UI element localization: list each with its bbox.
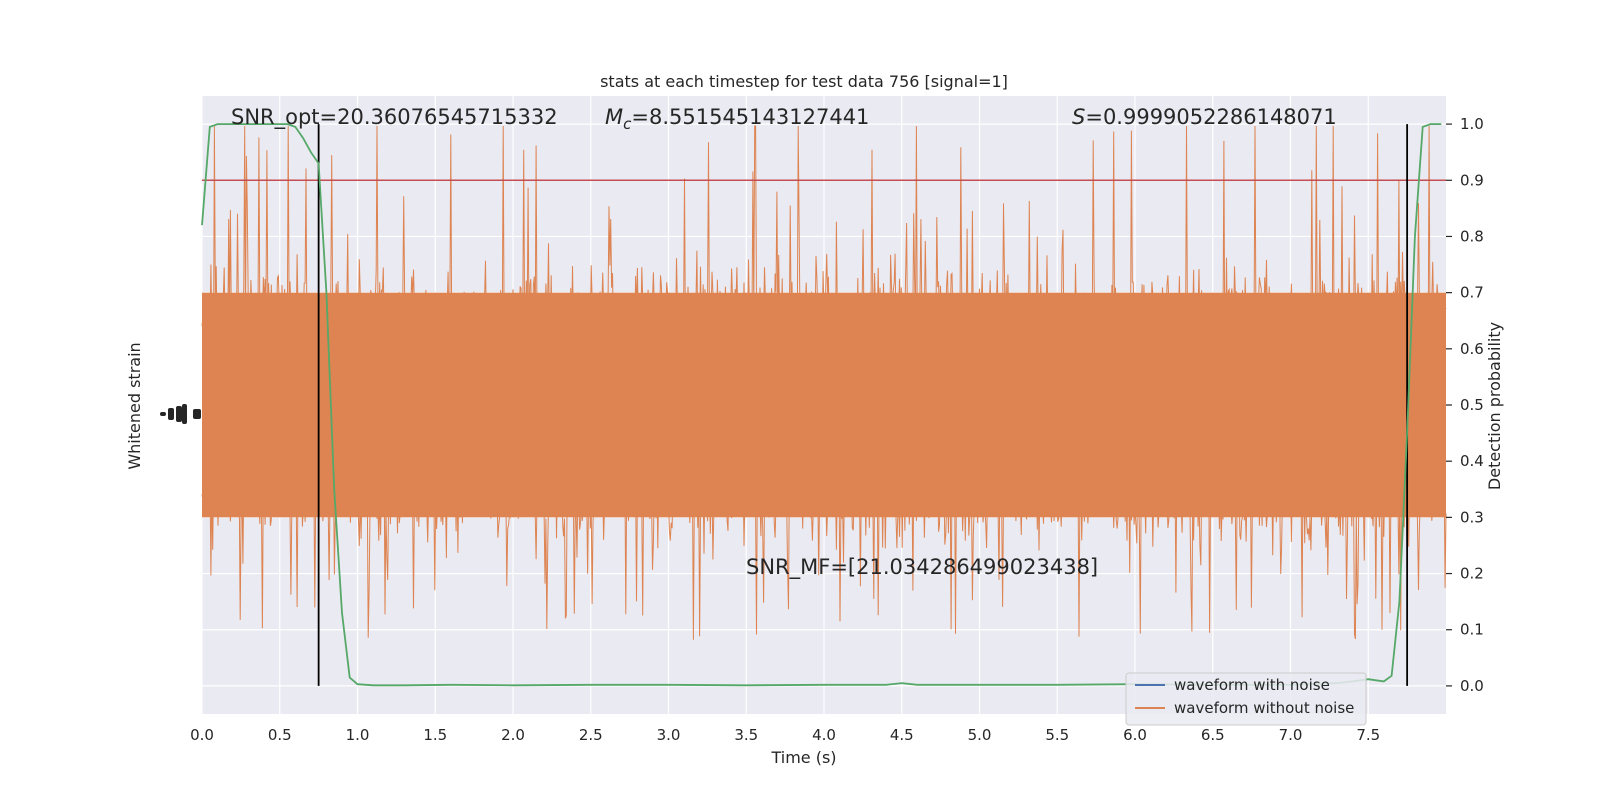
x-tick-label: 7.0: [1279, 726, 1303, 744]
y-tick-label: 0.2: [1460, 565, 1484, 583]
x-tick-label: 6.5: [1201, 726, 1225, 744]
left-tick-clutter-mark: [182, 404, 187, 424]
legend-label-with-noise: waveform with noise: [1174, 676, 1330, 694]
y-tick-label: 0.4: [1460, 452, 1484, 470]
snr-mf-annotation: SNR_MF=[21.034286499023438]: [746, 555, 1098, 580]
x-tick-label: 5.5: [1045, 726, 1069, 744]
x-axis-label: Time (s): [770, 748, 836, 767]
left-tick-clutter-mark: [176, 406, 182, 422]
chart-title: stats at each timestep for test data 756…: [600, 72, 1008, 91]
x-tick-label: 5.0: [968, 726, 992, 744]
detection-probability-line: [201, 123, 1442, 687]
left-y-axis-tick-clutter: [160, 404, 201, 424]
right-y-axis-label: Detection probability: [1485, 322, 1504, 490]
x-tick-label: 0.0: [190, 726, 214, 744]
x-tick-label: 2.0: [501, 726, 525, 744]
x-tick-label: 0.5: [268, 726, 292, 744]
y-tick-label: 0.5: [1460, 396, 1484, 414]
y-tick-label: 0.7: [1460, 284, 1484, 302]
legend: waveform with noise waveform without noi…: [1125, 672, 1367, 726]
legend-box: [1125, 672, 1367, 726]
x-tick-label: 1.5: [423, 726, 447, 744]
strain-core-band: [202, 292, 1446, 518]
y-tick-label: 0.9: [1460, 171, 1484, 189]
s-statistic-annotation: S=0.9999052286148071: [1072, 105, 1337, 129]
y-tick-label: 1.0: [1460, 115, 1484, 133]
x-tick-label: 4.5: [890, 726, 914, 744]
y-tick-label: 0.0: [1460, 677, 1484, 695]
x-tick-label: 2.5: [579, 726, 603, 744]
y-tick-label: 0.6: [1460, 340, 1484, 358]
strain-upper-trace: [201, 125, 1447, 339]
y-tick-label: 0.1: [1460, 621, 1484, 639]
plot-area: [201, 96, 1447, 714]
x-tick-label: 3.0: [657, 726, 681, 744]
left-tick-clutter-mark: [168, 408, 174, 420]
right-y-axis-ticks: 0.0 0.1 0.2 0.3 0.4 0.5 0.6 0.7 0.8 0.9 1.0: [1446, 115, 1484, 695]
left-tick-clutter-mark: [160, 412, 166, 416]
chirp-mass-annotation: Mc=8.551545143127441: [605, 105, 869, 133]
y-tick-label: 0.3: [1460, 508, 1484, 526]
x-tick-label: 4.0: [812, 726, 836, 744]
snr-opt-annotation: SNR_opt=20.36076545715332: [231, 105, 558, 130]
y-tick-label: 0.8: [1460, 227, 1484, 245]
x-tick-label: 1.0: [346, 726, 370, 744]
x-axis-ticks: 0.0 0.5 1.0 1.5 2.0 2.5 3.0 3.5 4.0 4.5 5.0 5.5 6.0 6…: [190, 726, 1380, 744]
legend-label-without-noise: waveform without noise: [1174, 699, 1354, 717]
strain-lower-trace: [201, 471, 1447, 640]
left-tick-clutter-mark: [193, 409, 201, 419]
x-tick-label: 6.0: [1123, 726, 1147, 744]
x-tick-label: 7.5: [1356, 726, 1380, 744]
left-y-axis-label: Whitened strain: [125, 342, 144, 469]
x-tick-label: 3.5: [734, 726, 758, 744]
